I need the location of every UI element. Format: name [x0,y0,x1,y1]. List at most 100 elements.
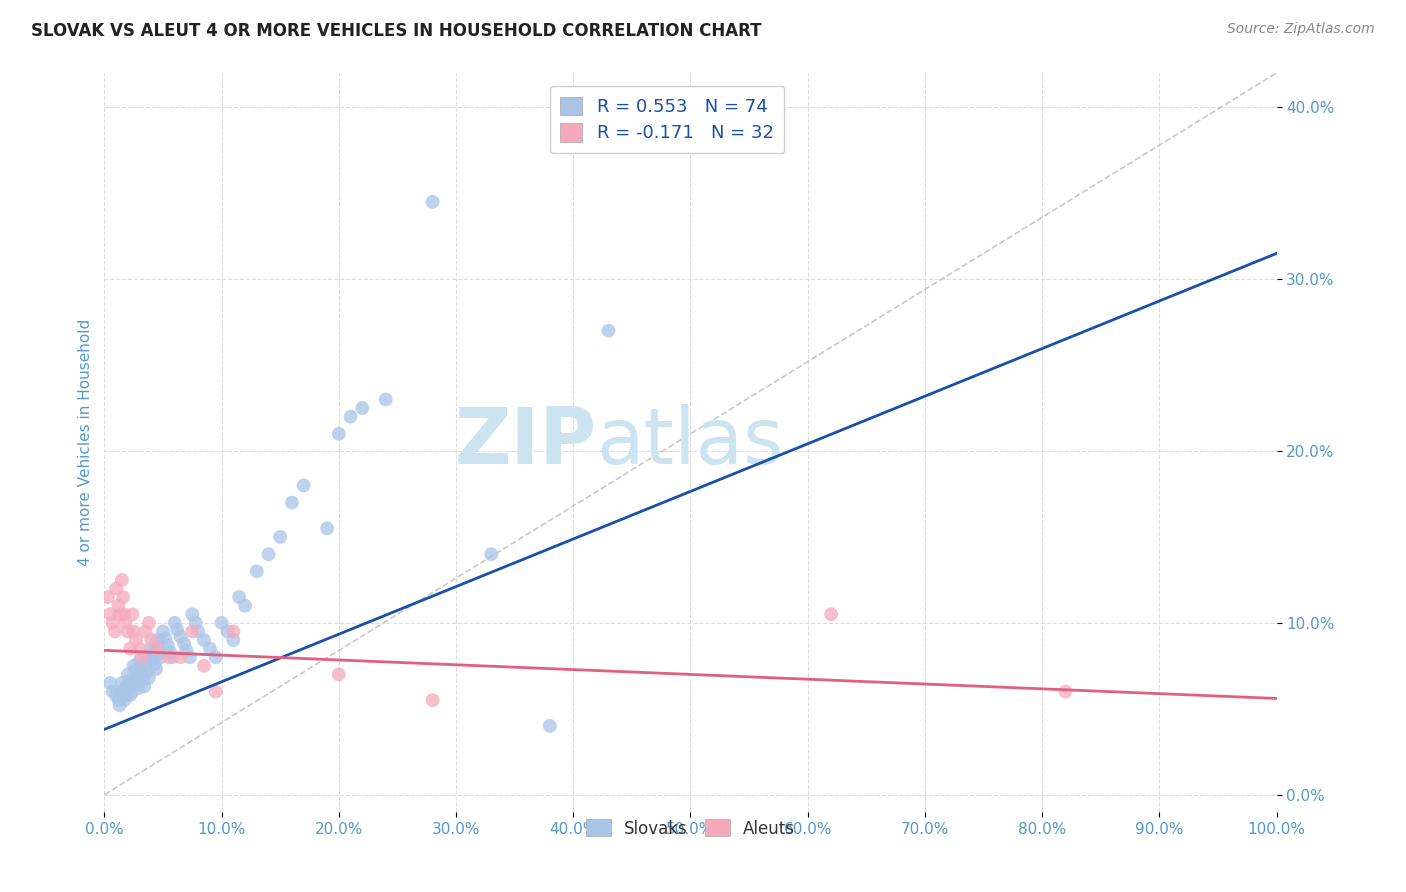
Point [141,633,163,648]
Point [108,607,131,622]
Point [118,674,141,689]
Point [121,684,143,698]
Point [132,673,155,687]
Point [281,495,304,509]
Point [204,684,226,698]
Point [141,647,163,661]
Point [112,693,135,707]
Point [169,650,191,665]
Point [120,641,142,656]
Point [122,658,145,673]
Point [134,650,156,665]
Point [228,590,250,604]
Point [222,633,245,648]
Point [101,684,124,698]
Point [120,680,142,694]
Point [246,564,269,578]
Point [233,599,256,613]
Point [292,478,315,492]
Point [181,607,204,622]
Point [328,667,350,681]
Point [131,667,153,681]
Point [328,426,350,441]
Point [166,623,188,637]
Text: atlas: atlas [596,404,785,481]
Point [269,530,291,544]
Text: Source: ZipAtlas.com: Source: ZipAtlas.com [1227,22,1375,37]
Point [97,590,120,604]
Point [120,688,142,702]
Point [339,409,361,424]
Point [111,573,134,587]
Point [211,615,233,630]
Point [143,657,166,672]
Point [114,615,136,630]
Point [155,632,177,646]
Point [163,615,186,630]
Point [138,615,160,630]
Point [117,624,139,639]
Point [146,641,169,656]
Point [108,698,131,713]
Point [127,676,149,690]
Point [105,582,128,596]
Point [107,693,129,707]
Point [146,633,169,648]
Point [374,392,396,407]
Point [114,681,136,695]
Point [112,590,135,604]
Point [148,645,170,659]
Point [217,624,239,639]
Point [187,624,209,639]
Point [125,671,148,685]
Point [152,624,174,639]
Text: ZIP: ZIP [454,404,596,481]
Point [142,652,165,666]
Point [149,650,172,665]
Point [98,607,121,622]
Legend: Slovaks, Aleuts: Slovaks, Aleuts [579,813,801,844]
Text: SLOVAK VS ALEUT 4 OR MORE VEHICLES IN HOUSEHOLD CORRELATION CHART: SLOVAK VS ALEUT 4 OR MORE VEHICLES IN HO… [31,22,762,40]
Point [176,643,198,657]
Point [145,662,167,676]
Point [129,660,152,674]
Point [104,624,127,639]
Point [138,671,160,685]
Point [159,645,181,659]
Point [184,615,207,630]
Point [115,688,138,702]
Point [422,693,444,707]
Point [257,547,280,561]
Point [222,624,245,639]
Point [128,654,150,668]
Point [181,624,204,639]
Point [156,638,179,652]
Point [820,607,842,622]
Point [131,650,153,665]
Point [198,641,221,656]
Y-axis label: 4 or more Vehicles in Household: 4 or more Vehicles in Household [79,318,93,566]
Point [169,630,191,644]
Point [117,667,139,681]
Point [128,641,150,656]
Point [136,664,159,678]
Point [173,636,195,650]
Point [111,676,134,690]
Point [316,521,339,535]
Point [162,650,184,665]
Point [134,624,156,639]
Point [121,607,143,622]
Point [141,641,163,656]
Point [125,633,148,648]
Point [193,658,215,673]
Point [98,676,121,690]
Point [1054,684,1077,698]
Point [107,599,129,613]
Point [148,640,170,654]
Point [105,688,128,702]
Point [538,719,561,733]
Point [157,650,180,665]
Point [122,624,145,639]
Point [352,401,374,415]
Point [112,607,135,622]
